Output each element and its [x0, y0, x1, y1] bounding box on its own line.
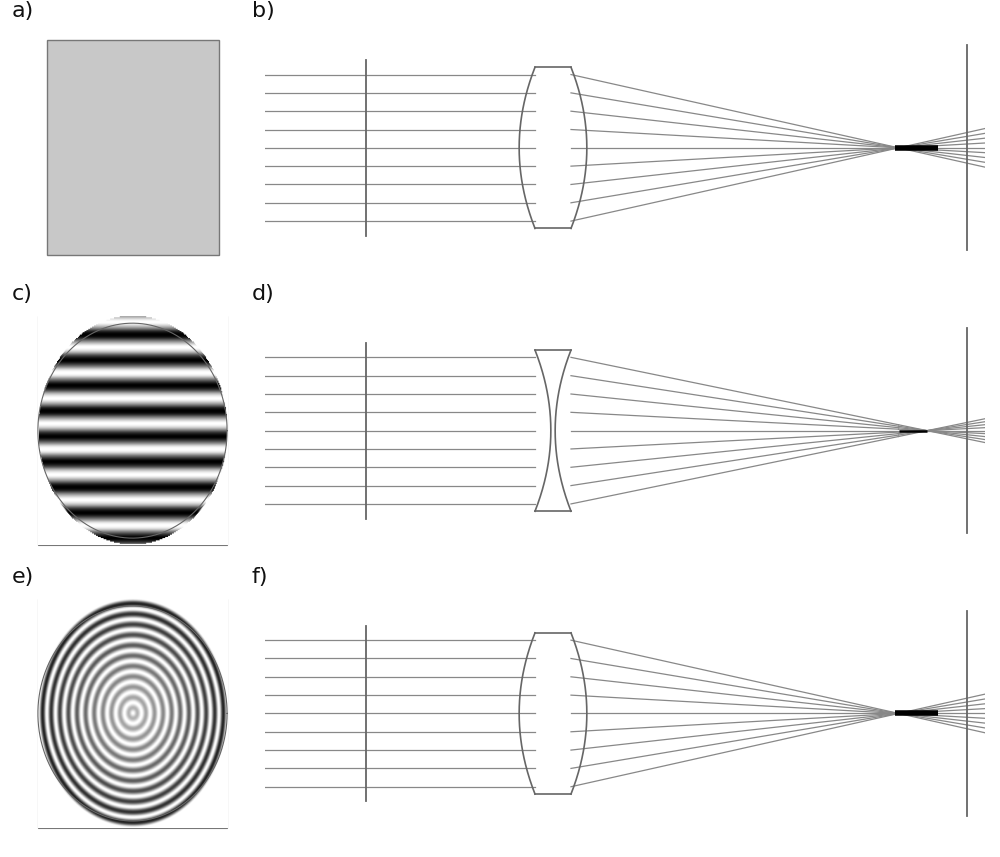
Text: d): d)	[252, 285, 275, 304]
Text: e): e)	[12, 567, 34, 587]
Text: c): c)	[12, 285, 33, 304]
Text: f): f)	[252, 567, 268, 587]
Bar	[38, 599, 227, 828]
Text: a): a)	[12, 2, 34, 21]
Text: b): b)	[252, 2, 275, 21]
Bar	[38, 316, 227, 545]
Bar	[46, 40, 218, 255]
